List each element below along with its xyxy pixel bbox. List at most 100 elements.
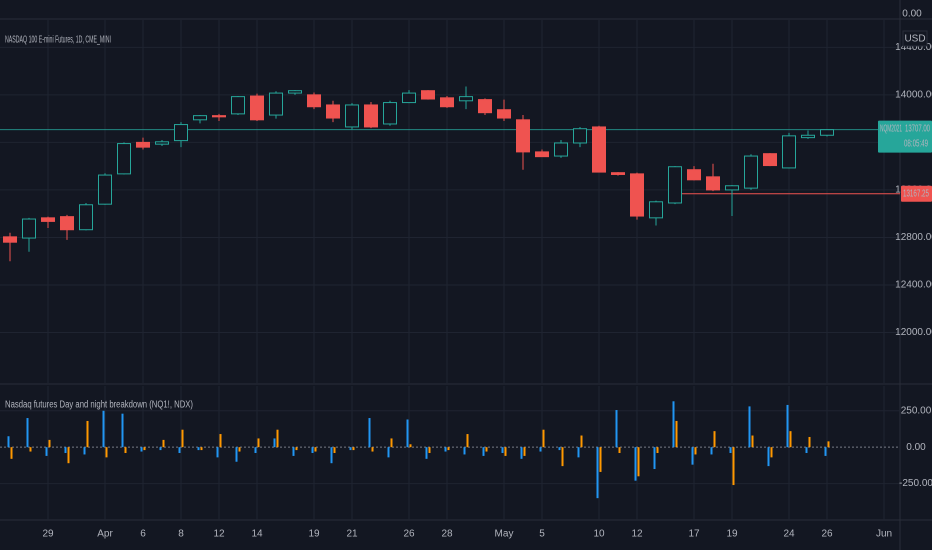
candle-body <box>326 104 340 119</box>
bar <box>805 447 808 453</box>
bar <box>713 431 716 448</box>
symbol-label: NQM2021 <box>880 123 902 134</box>
candle-body <box>212 115 226 118</box>
candle-body <box>117 143 131 175</box>
candle-body <box>345 104 359 128</box>
bar <box>520 447 523 459</box>
bar <box>121 413 124 448</box>
candle-body <box>60 216 74 231</box>
bar <box>67 447 70 464</box>
x-tick-label: 17 <box>688 529 700 540</box>
bar <box>333 447 336 453</box>
bar <box>26 418 29 448</box>
bar <box>216 447 219 458</box>
candle-body <box>630 173 644 217</box>
last-price-label: 13707.00 <box>905 123 930 134</box>
bar <box>580 435 583 448</box>
bar <box>808 436 811 448</box>
bar <box>561 447 564 467</box>
candle-body <box>3 236 17 243</box>
bar <box>390 438 393 448</box>
bar <box>558 447 561 451</box>
candle-body <box>22 218 36 239</box>
x-tick-label: 6 <box>140 529 146 540</box>
candle-body <box>687 169 701 181</box>
candle-body <box>459 96 473 102</box>
bar <box>485 447 488 452</box>
bar <box>615 410 618 448</box>
bar <box>162 439 165 448</box>
bar <box>748 406 751 448</box>
candle-body <box>516 119 530 153</box>
chart-title: NASDAQ 100 E-mini Futures, 1D, CME_MINI <box>5 35 111 46</box>
bar <box>219 434 222 448</box>
candle-body <box>535 151 549 158</box>
bar <box>447 447 450 451</box>
x-tick-label: 24 <box>783 529 795 540</box>
candle-body <box>193 115 207 121</box>
bar <box>444 447 447 452</box>
candle-body <box>706 176 720 191</box>
candle-body <box>41 217 55 222</box>
bar <box>786 404 789 448</box>
bar <box>634 447 637 481</box>
bar <box>827 441 830 448</box>
bar <box>710 447 713 455</box>
bar <box>599 447 602 472</box>
candle-body <box>592 126 606 173</box>
bar <box>124 447 127 453</box>
bar <box>732 447 735 486</box>
bar <box>824 447 827 456</box>
bar <box>105 447 108 458</box>
bar <box>257 438 260 448</box>
level-label: 13167.25 <box>903 188 929 199</box>
bar <box>292 447 295 456</box>
bar <box>577 447 580 458</box>
indicator-title: Nasdaq futures Day and night breakdown (… <box>5 400 193 411</box>
bar <box>729 447 732 453</box>
bar <box>235 447 238 462</box>
candle-body <box>744 155 758 189</box>
candle-body <box>402 92 416 104</box>
bar <box>181 429 184 448</box>
bar <box>463 447 466 455</box>
bar <box>311 447 314 453</box>
candle-body <box>98 174 112 205</box>
bar <box>314 447 317 452</box>
candle-body <box>79 204 93 231</box>
x-tick-label: 5 <box>539 529 545 540</box>
bar <box>504 447 507 456</box>
bar <box>691 447 694 465</box>
x-tick-label: 26 <box>821 529 833 540</box>
x-tick-label: 12 <box>213 529 225 540</box>
bar <box>159 447 162 451</box>
y-tick-label: 14400.00 <box>895 42 932 53</box>
bar <box>349 447 352 451</box>
top-scale-label: 0.00 <box>902 9 922 20</box>
candle-body <box>478 99 492 114</box>
currency-label: USD <box>904 34 925 45</box>
bar <box>387 447 390 458</box>
x-tick-label: 26 <box>403 529 415 540</box>
candle-body <box>440 97 454 108</box>
bar <box>672 401 675 448</box>
bar <box>409 444 412 448</box>
bar <box>143 447 146 451</box>
bar <box>371 447 374 452</box>
candle-body <box>573 128 587 144</box>
candle-body <box>554 142 568 157</box>
bar <box>656 447 659 453</box>
x-tick-label: 21 <box>346 529 358 540</box>
y-tick-label: 12800.00 <box>895 232 932 243</box>
bar <box>425 447 428 459</box>
candle-body <box>155 141 169 145</box>
bar <box>197 447 200 451</box>
candle-body <box>649 201 663 219</box>
bar <box>767 447 770 467</box>
bar <box>295 447 298 451</box>
countdown-label: 08:05:49 <box>904 138 928 149</box>
y-tick-label: 12400.00 <box>895 280 932 291</box>
currency-box <box>902 30 928 47</box>
